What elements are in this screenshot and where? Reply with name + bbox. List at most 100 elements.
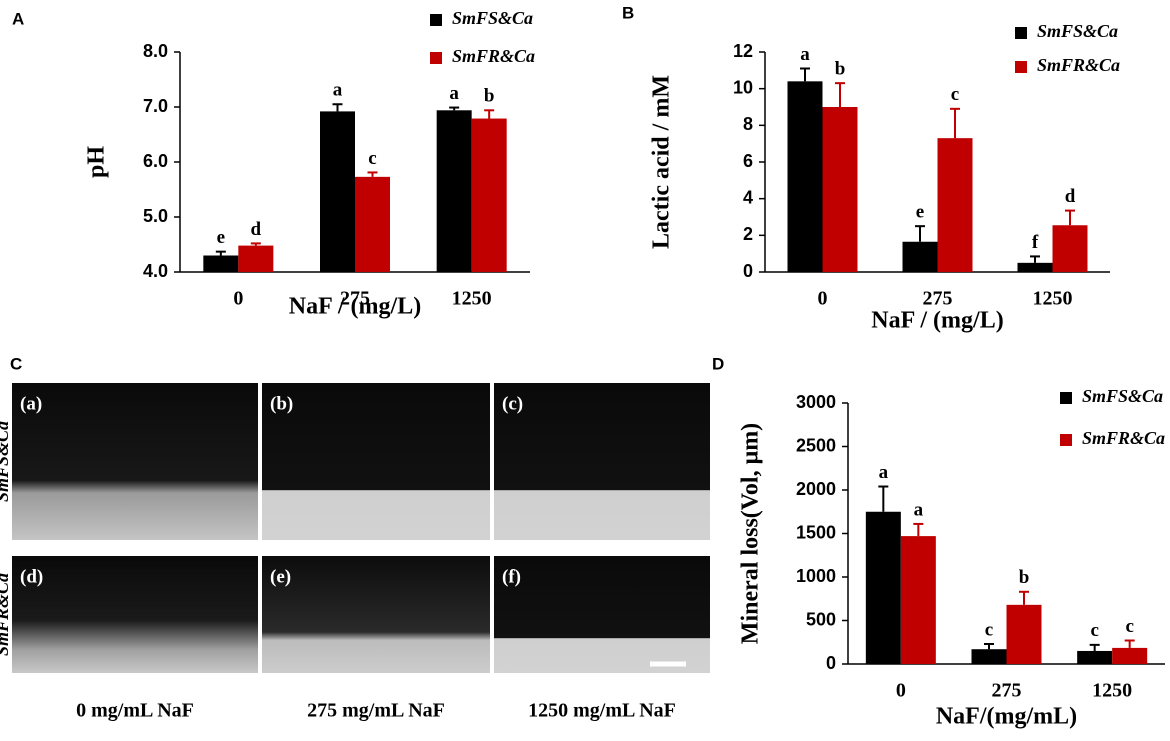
- significance-letter: c: [1125, 616, 1133, 637]
- panel-label: B: [622, 3, 634, 22]
- y-axis-label: Mineral loss(Vol, μm): [738, 423, 764, 644]
- error-bar: [950, 107, 960, 139]
- significance-letter: c: [951, 84, 959, 105]
- cell-label: (f): [502, 566, 521, 587]
- legend-swatch: [1060, 392, 1072, 404]
- micrograph: [12, 556, 258, 673]
- error-bar: [484, 109, 495, 119]
- panel-label: C: [10, 354, 22, 373]
- micrograph-grid: [12, 383, 710, 673]
- y-tick-label: 2500: [796, 435, 836, 455]
- x-axis-label: NaF / (mg/L): [289, 294, 421, 320]
- y-tick-label: 12: [733, 41, 753, 61]
- bar: [865, 511, 901, 664]
- legend-swatch: [1015, 27, 1027, 39]
- column-label: 275 mg/mL NaF: [307, 700, 445, 722]
- x-tick-label: 0: [896, 680, 906, 702]
- cell-label: (c): [502, 393, 523, 414]
- row-label: SmFR&Ca: [0, 573, 12, 656]
- significance-letter: a: [914, 499, 924, 520]
- column-label: 1250 mg/mL NaF: [528, 700, 676, 722]
- y-tick-label: 2000: [796, 479, 836, 499]
- column-label: 0 mg/mL NaF: [76, 700, 194, 722]
- error-bar: [1019, 590, 1029, 605]
- significance-letter: c: [368, 148, 376, 169]
- bar: [1017, 262, 1053, 272]
- error-bar: [913, 522, 924, 537]
- x-tick-label: 0: [818, 288, 828, 310]
- significance-letter: e: [217, 227, 225, 248]
- bar: [203, 255, 239, 272]
- y-tick-label: 1000: [796, 566, 836, 586]
- bar: [238, 245, 274, 272]
- bar: [1052, 225, 1088, 272]
- error-bar: [367, 171, 378, 177]
- y-tick-label: 3000: [796, 392, 836, 412]
- significance-letter: b: [484, 86, 495, 107]
- significance-letter: c: [985, 619, 993, 640]
- micrograph: [494, 556, 710, 673]
- y-tick-label: 5.0: [143, 206, 168, 226]
- x-tick-label: 0: [233, 288, 243, 310]
- error-bar: [1030, 255, 1040, 263]
- y-tick-label: 4: [743, 187, 753, 207]
- bar: [787, 81, 823, 272]
- cell-label: (a): [20, 393, 42, 414]
- y-axis-label: Lactic acid / mM: [649, 75, 675, 249]
- micrograph: [12, 383, 258, 540]
- legend-label: SmFR&Ca: [452, 46, 535, 66]
- bar: [971, 649, 1007, 664]
- bar: [900, 536, 936, 664]
- panel-label: A: [12, 9, 24, 28]
- legend-swatch: [1060, 434, 1072, 446]
- legend-label: SmFS&Ca: [1082, 386, 1163, 406]
- legend-label: SmFR&Ca: [1037, 55, 1120, 75]
- micrograph: [262, 556, 490, 673]
- y-tick-label: 7.0: [143, 96, 168, 116]
- error-bar: [1065, 209, 1075, 226]
- error-bar: [915, 225, 925, 242]
- significance-letter: d: [1065, 186, 1076, 207]
- error-bar: [1124, 639, 1135, 648]
- cell-label: (b): [270, 393, 293, 414]
- x-axis-label: NaF/(mg/mL): [936, 704, 1077, 730]
- y-tick-label: 6.0: [143, 151, 168, 171]
- y-tick-label: 4.0: [143, 261, 168, 281]
- bar: [1077, 650, 1113, 664]
- error-bar: [250, 242, 261, 246]
- y-tick-label: 8: [743, 114, 753, 134]
- x-tick-label: 1250: [452, 288, 492, 310]
- x-tick-label: 275: [992, 680, 1022, 702]
- error-bar: [332, 103, 343, 112]
- error-bar: [984, 642, 994, 650]
- error-bar: [1089, 643, 1100, 651]
- y-tick-label: 2: [743, 224, 753, 244]
- x-tick-label: 1250: [1033, 288, 1073, 310]
- legend-label: SmFS&Ca: [452, 8, 533, 28]
- x-tick-label: 275: [923, 288, 953, 310]
- legend-swatch: [430, 14, 442, 26]
- micrograph: [262, 383, 490, 540]
- bar: [436, 110, 472, 272]
- significance-letter: e: [916, 202, 924, 223]
- row-label: SmFS&Ca: [0, 421, 12, 502]
- legend-label: SmFR&Ca: [1082, 428, 1165, 448]
- y-tick-label: 500: [806, 609, 836, 629]
- error-bar: [449, 106, 460, 111]
- x-axis-label: NaF / (mg/L): [871, 308, 1003, 334]
- y-tick-label: 0: [826, 653, 836, 673]
- bar: [320, 111, 355, 273]
- error-bar: [835, 82, 845, 107]
- panel-label: D: [712, 354, 724, 373]
- legend-label: SmFS&Ca: [1037, 21, 1118, 41]
- cell-label: (e): [270, 566, 291, 587]
- y-tick-label: 0: [743, 261, 753, 281]
- bar: [822, 107, 858, 272]
- cell-label: (d): [20, 566, 43, 587]
- significance-letter: a: [800, 44, 810, 65]
- legend-swatch: [430, 52, 442, 64]
- significance-letter: d: [251, 219, 262, 240]
- significance-letter: c: [1090, 620, 1098, 641]
- y-tick-label: 10: [733, 77, 753, 97]
